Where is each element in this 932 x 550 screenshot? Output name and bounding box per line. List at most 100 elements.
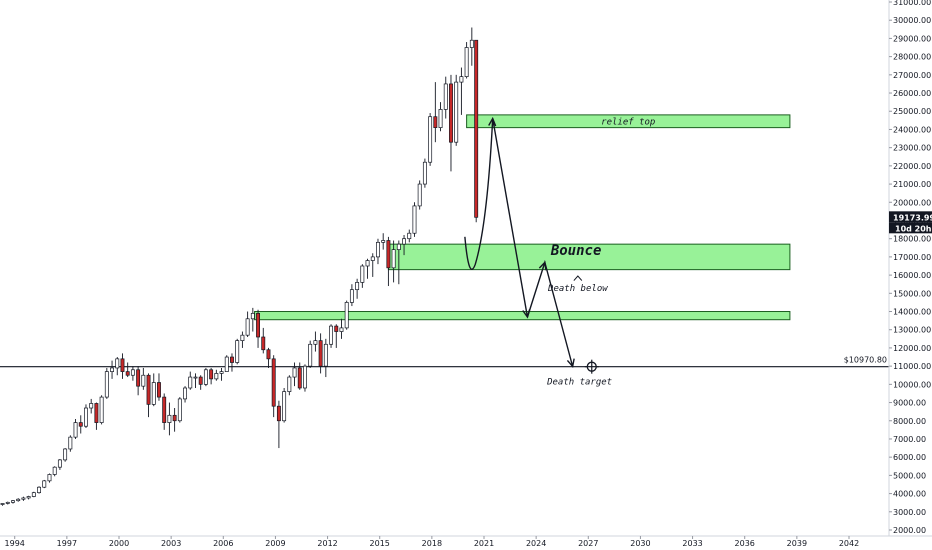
x-tick-label: 2018 xyxy=(422,539,442,548)
candle-body xyxy=(464,47,469,77)
candle-body xyxy=(412,205,417,234)
x-tick-label: 1997 xyxy=(57,539,77,548)
candle-body xyxy=(386,240,391,269)
price-axis-bg[interactable] xyxy=(889,0,932,550)
candle-body xyxy=(370,256,375,261)
candle-body xyxy=(308,343,313,367)
y-tick-label: 30000.00 xyxy=(893,16,931,25)
x-tick-label: 2036 xyxy=(735,539,755,548)
y-tick-label: 6000.00 xyxy=(893,453,926,462)
candle-body xyxy=(266,349,271,360)
candle-body xyxy=(99,396,104,423)
arrowhead-up xyxy=(538,260,547,271)
y-tick-label: 23000.00 xyxy=(893,144,931,153)
candle-body xyxy=(402,238,406,245)
candle-body xyxy=(47,474,52,482)
candle-body xyxy=(37,486,41,494)
x-tick-label: 1994 xyxy=(5,539,25,548)
x-tick-label: 2009 xyxy=(265,539,285,548)
candle-body xyxy=(57,459,62,468)
arrowhead-relief xyxy=(488,116,497,127)
y-tick-label: 28000.00 xyxy=(893,53,931,62)
y-tick-label: 13000.00 xyxy=(893,326,931,335)
candle-body xyxy=(115,358,120,369)
caret-icon xyxy=(573,275,583,281)
zone-2[interactable] xyxy=(254,311,791,321)
y-tick-label: 29000.00 xyxy=(893,34,931,43)
candle-body xyxy=(355,282,360,291)
candle-body xyxy=(68,436,73,450)
candle-body xyxy=(454,81,459,143)
y-tick-label: 17000.00 xyxy=(893,253,931,262)
zone-1[interactable] xyxy=(387,243,791,271)
candle-body xyxy=(292,367,297,378)
y-tick-label: 4000.00 xyxy=(893,490,926,499)
candle-body xyxy=(323,343,328,367)
candle-body xyxy=(318,340,323,367)
candle-body xyxy=(276,405,281,422)
last-price-tag xyxy=(889,211,932,223)
y-tick-label: 3000.00 xyxy=(893,508,926,517)
candle-body xyxy=(26,496,31,499)
candle-body xyxy=(146,374,151,405)
y-tick-label: 2000.00 xyxy=(893,526,926,535)
annotation-1: Death target xyxy=(546,378,612,388)
candle-body xyxy=(141,374,146,387)
level-layer: $10970.80 xyxy=(0,356,889,368)
y-tick-label: 18000.00 xyxy=(893,235,931,244)
zone-label-relief-top: relief top xyxy=(601,117,655,127)
y-tick-label: 10000.00 xyxy=(893,380,931,389)
y-tick-label: 7000.00 xyxy=(893,435,926,444)
y-tick-label: 26000.00 xyxy=(893,89,931,98)
candle-body xyxy=(162,396,167,423)
zone-label-bounce: Bounce xyxy=(550,243,602,259)
y-tick-label: 12000.00 xyxy=(893,344,931,353)
candle-body xyxy=(224,356,229,372)
candle-body xyxy=(339,327,344,332)
candle-body xyxy=(219,371,224,374)
candle-body xyxy=(313,340,318,345)
candle-body xyxy=(125,371,130,376)
arrowhead-down-1 xyxy=(522,309,531,319)
x-tick-label: 2006 xyxy=(213,539,233,548)
candle-body xyxy=(256,312,260,338)
candle-body xyxy=(209,369,214,380)
candle-body xyxy=(449,83,453,143)
projection-path xyxy=(464,118,574,367)
candle-body xyxy=(16,498,21,502)
candle-body xyxy=(104,371,109,398)
candle-body xyxy=(235,340,240,363)
y-tick-label: 14000.00 xyxy=(893,308,931,317)
annotation-layer: relief top Bounce Death below Death target xyxy=(546,117,655,387)
y-tick-label: 16000.00 xyxy=(893,271,931,280)
zone-0[interactable] xyxy=(466,114,791,129)
candle-body xyxy=(21,497,26,500)
y-tick-label: 15000.00 xyxy=(893,289,931,298)
candle-body xyxy=(271,358,276,407)
candle-body xyxy=(120,358,125,372)
candle-body xyxy=(422,161,427,185)
candle-body xyxy=(396,243,401,250)
candle-body xyxy=(282,391,287,422)
candle-body xyxy=(157,382,161,398)
candle-body xyxy=(261,336,266,351)
projection-layer xyxy=(464,116,599,374)
candle-body xyxy=(94,403,99,423)
candle-body xyxy=(84,407,88,427)
candle-body xyxy=(136,369,141,387)
candle-body xyxy=(198,376,203,385)
candle-body xyxy=(443,83,448,110)
candle-body xyxy=(5,501,10,504)
candle-body xyxy=(11,500,15,503)
x-tick-label: 2024 xyxy=(526,539,546,548)
y-tick-label: 21000.00 xyxy=(893,180,931,189)
candle-body xyxy=(177,398,182,422)
candle-body xyxy=(391,249,396,269)
x-tick-label: 2030 xyxy=(630,539,650,548)
candle-body xyxy=(344,302,349,329)
candle-body xyxy=(428,116,433,163)
candle-body xyxy=(376,241,380,258)
candle-body xyxy=(151,382,156,405)
